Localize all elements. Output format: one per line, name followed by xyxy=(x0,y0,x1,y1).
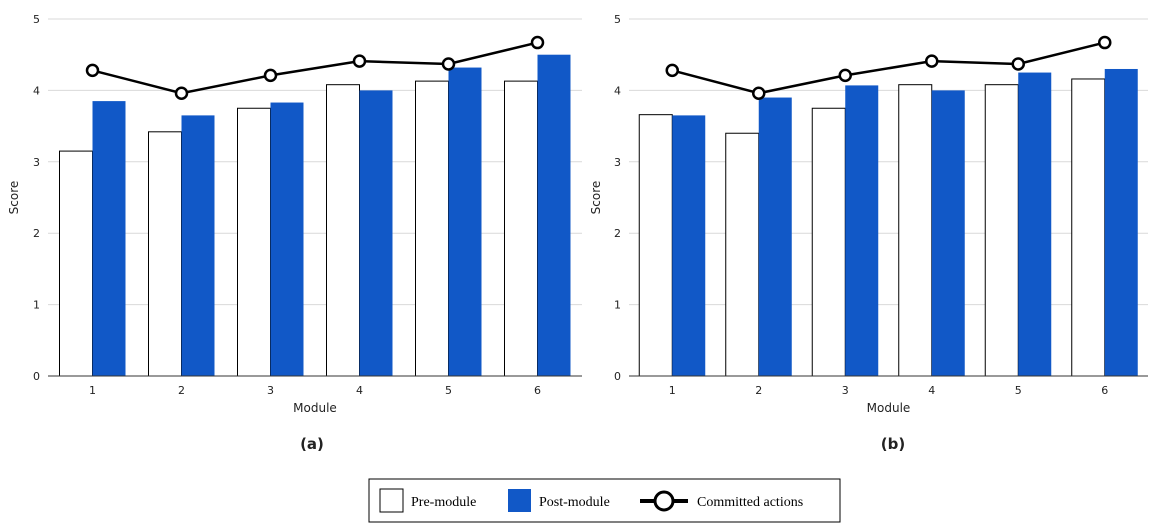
bar-pre-module xyxy=(898,84,933,377)
x-tick-label: 4 xyxy=(928,384,935,397)
legend: Pre-module Post-module Committed actions xyxy=(368,478,841,523)
legend-frame xyxy=(368,478,841,523)
y-tick-label: 3 xyxy=(33,156,40,169)
bar-pre-module xyxy=(326,84,360,377)
bar-post-module xyxy=(92,101,126,377)
bar-post-module xyxy=(270,102,304,377)
bar-post-module xyxy=(672,115,706,376)
bar-post-module xyxy=(359,90,393,377)
x-tick-label: 4 xyxy=(356,384,363,397)
legend-label-committed-actions: Committed actions xyxy=(697,495,803,510)
bar-pre-module xyxy=(1071,78,1106,377)
bar-post-module xyxy=(1104,68,1138,376)
point-committed-actions xyxy=(174,86,189,101)
x-tick-label: 3 xyxy=(842,384,849,397)
x-tick-label: 3 xyxy=(267,384,274,397)
x-tick-label: 1 xyxy=(669,384,676,397)
bar-pre-module xyxy=(504,80,538,377)
line-committed-actions xyxy=(92,41,538,95)
panel-caption: (a) xyxy=(300,435,324,453)
bar-post-module xyxy=(758,97,792,376)
x-axis-title: Module xyxy=(293,401,337,415)
bar-post-module xyxy=(931,90,965,377)
bar-post-module xyxy=(845,85,879,376)
chart-panel-b: 0 1 2 3 4 5 1 2 3 4 5 6 Module Score (b) xyxy=(589,13,1148,453)
bar-pre-module xyxy=(984,84,1019,377)
x-tick-label: 5 xyxy=(1015,384,1022,397)
point-committed-actions xyxy=(1098,35,1112,50)
x-tick-label: 6 xyxy=(534,384,541,397)
bar-pre-module xyxy=(725,132,760,377)
point-committed-actions xyxy=(441,57,456,71)
x-tick-label: 2 xyxy=(178,384,185,397)
legend-swatch-post-module xyxy=(508,489,531,512)
point-committed-actions xyxy=(263,68,278,83)
y-tick-label: 4 xyxy=(33,84,40,97)
y-tick-label: 5 xyxy=(614,13,621,26)
panel-caption: (b) xyxy=(881,435,905,453)
y-tick-label: 1 xyxy=(33,299,40,312)
point-committed-actions xyxy=(925,54,939,68)
legend-label-post-module: Post-module xyxy=(539,495,610,510)
y-tick-label: 0 xyxy=(33,370,40,383)
chart-panel-a: 0 1 2 3 4 5 1 2 3 4 5 6 Module Score (a) xyxy=(7,13,582,453)
y-tick-label: 2 xyxy=(614,227,621,240)
x-tick-label: 2 xyxy=(755,384,762,397)
x-axis-title: Module xyxy=(867,401,911,415)
bar-post-module xyxy=(537,54,571,376)
bar-post-module xyxy=(1018,72,1052,377)
x-tick-label: 1 xyxy=(89,384,96,397)
point-committed-actions xyxy=(838,68,852,83)
bar-post-module xyxy=(181,115,215,376)
legend-marker-committed-actions xyxy=(653,490,675,512)
bar-pre-module xyxy=(59,150,93,377)
point-committed-actions xyxy=(352,54,367,68)
bar-pre-module xyxy=(237,107,271,377)
y-axis-title: Score xyxy=(589,181,603,215)
bar-pre-module xyxy=(811,107,846,377)
point-committed-actions xyxy=(665,63,679,78)
y-tick-label: 2 xyxy=(33,227,40,240)
point-committed-actions xyxy=(85,63,100,78)
bar-pre-module xyxy=(148,131,182,377)
y-axis-title: Score xyxy=(7,181,21,215)
legend-label-pre-module: Pre-module xyxy=(411,495,476,510)
y-tick-label: 0 xyxy=(614,370,621,383)
line-committed-actions xyxy=(671,41,1106,95)
bar-post-module xyxy=(448,67,482,376)
legend-swatch-pre-module xyxy=(379,488,404,513)
point-committed-actions xyxy=(530,35,545,50)
point-committed-actions xyxy=(1011,57,1025,71)
bar-pre-module xyxy=(638,114,673,377)
bar-pre-module xyxy=(415,80,449,377)
point-committed-actions xyxy=(752,86,766,101)
y-tick-label: 4 xyxy=(614,84,621,97)
y-tick-label: 3 xyxy=(614,156,621,169)
y-tick-label: 1 xyxy=(614,299,621,312)
y-tick-label: 5 xyxy=(33,13,40,26)
x-tick-label: 5 xyxy=(445,384,452,397)
x-tick-label: 6 xyxy=(1101,384,1108,397)
